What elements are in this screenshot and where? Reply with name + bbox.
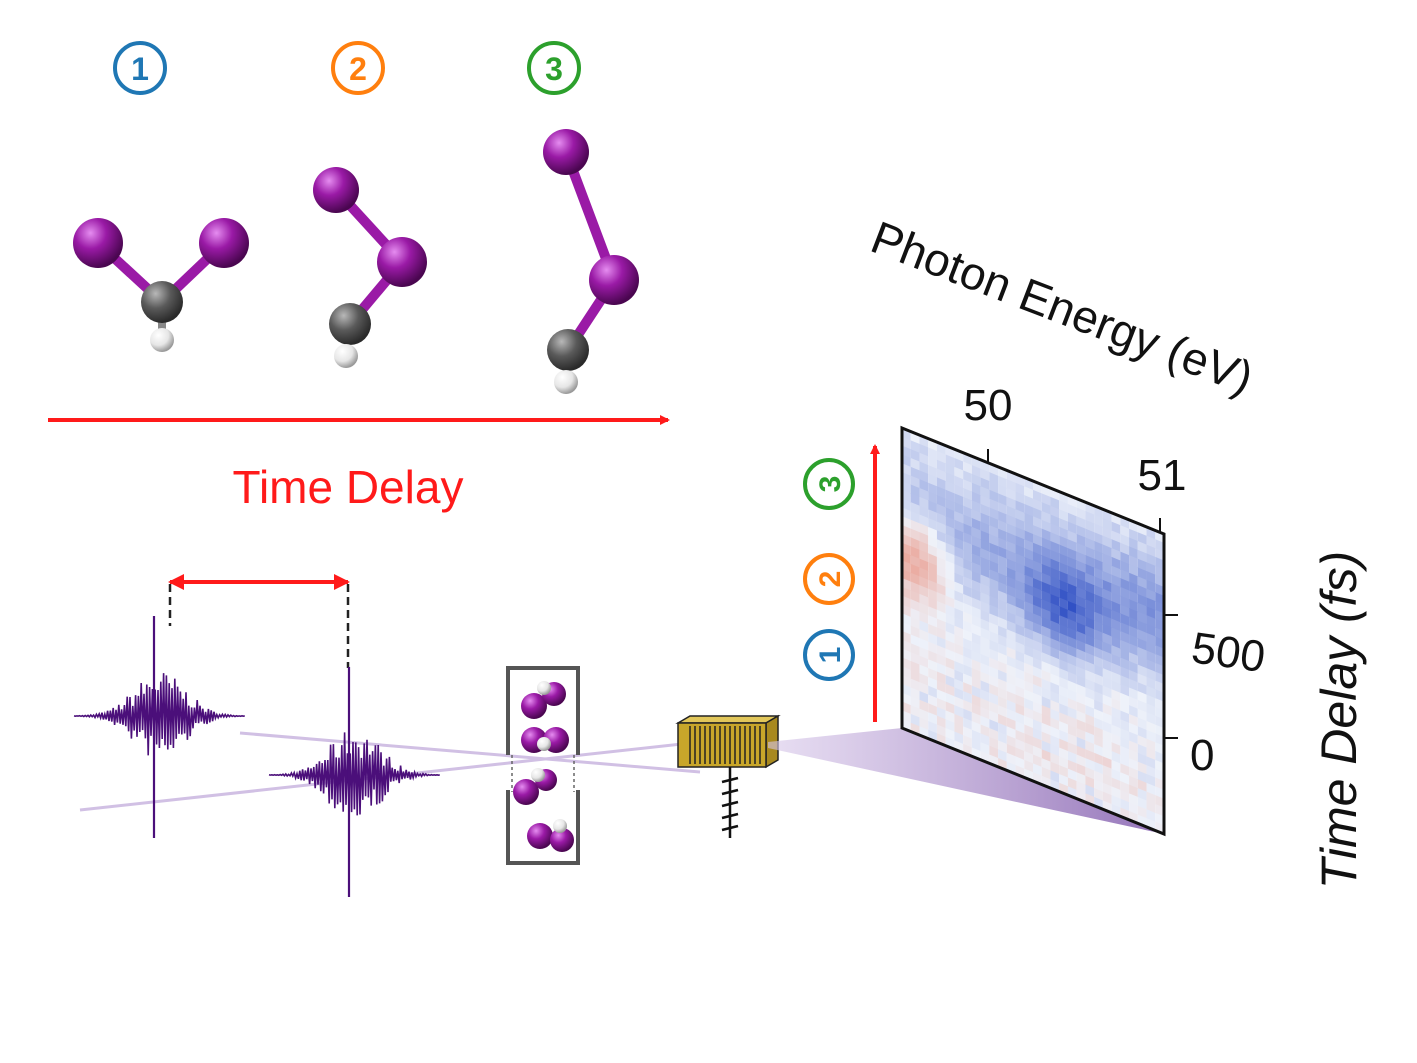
svg-text:3: 3 (814, 476, 847, 493)
detector (675, 714, 781, 838)
stage-label-3: 3 (527, 41, 581, 95)
stage-label-1: 1 (113, 41, 167, 95)
molecule-1 (73, 218, 249, 352)
vertical-stage-3: 3 (803, 458, 855, 510)
stage-label-2: 2 (331, 41, 385, 95)
svg-text:1: 1 (131, 51, 149, 87)
vertical-stage-1: 1 (803, 629, 855, 681)
time-delay-label: Time Delay (233, 461, 464, 513)
y-tick-0: 0 (1190, 731, 1214, 780)
molecule-3 (543, 129, 639, 394)
svg-text:2: 2 (814, 571, 847, 588)
x-tick-51: 51 (1138, 451, 1187, 500)
pump-pulse (73, 616, 245, 838)
spectrum-heatmap (900, 425, 1178, 837)
y-axis-title: Time Delay (fs) (1311, 551, 1367, 889)
pulse-delay-indicator (168, 574, 350, 668)
vertical-stage-2: 2 (803, 553, 855, 605)
probe-pulse (268, 667, 440, 897)
x-axis-title: Photon Energy (eV) (864, 211, 1260, 404)
sample-cell (506, 666, 580, 865)
svg-text:3: 3 (545, 51, 563, 87)
y-tick-500: 500 (1189, 623, 1269, 682)
svg-text:1: 1 (814, 647, 847, 664)
sample-molecules (513, 681, 574, 852)
dispersed-light-cone (768, 728, 1164, 834)
molecule-2 (313, 167, 427, 368)
x-tick-50: 50 (964, 381, 1013, 430)
svg-text:2: 2 (349, 51, 367, 87)
